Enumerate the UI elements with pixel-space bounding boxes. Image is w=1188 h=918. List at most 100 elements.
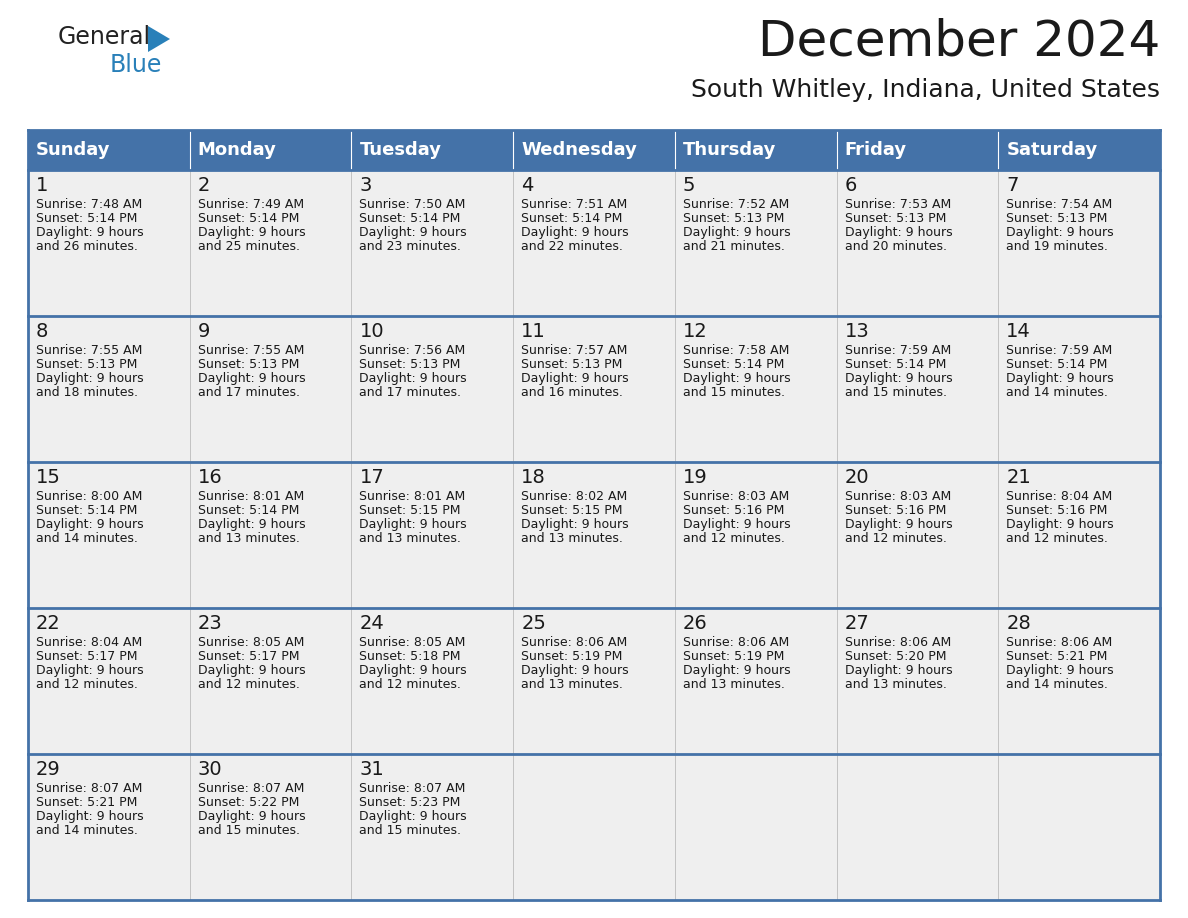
Text: and 13 minutes.: and 13 minutes. xyxy=(522,532,623,545)
Text: Daylight: 9 hours: Daylight: 9 hours xyxy=(522,373,628,386)
Text: and 15 minutes.: and 15 minutes. xyxy=(683,386,785,399)
Text: and 15 minutes.: and 15 minutes. xyxy=(360,824,461,837)
Text: Sunrise: 7:49 AM: Sunrise: 7:49 AM xyxy=(197,198,304,211)
Text: Sunrise: 8:06 AM: Sunrise: 8:06 AM xyxy=(683,636,789,649)
Bar xyxy=(352,608,513,754)
Text: Sunrise: 8:05 AM: Sunrise: 8:05 AM xyxy=(360,636,466,649)
Text: Wednesday: Wednesday xyxy=(522,141,637,159)
Text: Sunset: 5:14 PM: Sunset: 5:14 PM xyxy=(197,504,299,518)
Bar xyxy=(513,316,675,462)
Text: 23: 23 xyxy=(197,614,222,633)
Text: 27: 27 xyxy=(845,614,870,633)
Polygon shape xyxy=(148,26,170,52)
Text: and 13 minutes.: and 13 minutes. xyxy=(360,532,461,545)
Text: Daylight: 9 hours: Daylight: 9 hours xyxy=(360,665,467,677)
Text: Sunset: 5:14 PM: Sunset: 5:14 PM xyxy=(683,358,784,372)
Text: Daylight: 9 hours: Daylight: 9 hours xyxy=(197,519,305,532)
Bar xyxy=(675,170,836,316)
Bar xyxy=(352,462,513,608)
Text: Sunrise: 7:57 AM: Sunrise: 7:57 AM xyxy=(522,344,627,357)
Text: 20: 20 xyxy=(845,468,870,487)
Bar xyxy=(836,754,998,900)
Text: Sunrise: 7:50 AM: Sunrise: 7:50 AM xyxy=(360,198,466,211)
Text: and 21 minutes.: and 21 minutes. xyxy=(683,241,785,253)
Text: Daylight: 9 hours: Daylight: 9 hours xyxy=(1006,519,1114,532)
Text: and 12 minutes.: and 12 minutes. xyxy=(360,678,461,691)
Bar xyxy=(190,608,352,754)
Bar xyxy=(836,316,998,462)
Bar xyxy=(836,170,998,316)
Text: Sunrise: 7:59 AM: Sunrise: 7:59 AM xyxy=(1006,344,1112,357)
Text: Daylight: 9 hours: Daylight: 9 hours xyxy=(683,665,790,677)
Text: Daylight: 9 hours: Daylight: 9 hours xyxy=(522,665,628,677)
Text: and 15 minutes.: and 15 minutes. xyxy=(197,824,299,837)
Bar xyxy=(513,754,675,900)
Text: 4: 4 xyxy=(522,176,533,195)
Text: Daylight: 9 hours: Daylight: 9 hours xyxy=(1006,227,1114,240)
Text: 9: 9 xyxy=(197,322,210,341)
Text: 2: 2 xyxy=(197,176,210,195)
Text: Sunrise: 8:06 AM: Sunrise: 8:06 AM xyxy=(522,636,627,649)
Bar xyxy=(998,170,1159,316)
Text: Sunset: 5:14 PM: Sunset: 5:14 PM xyxy=(845,358,946,372)
Text: Sunset: 5:14 PM: Sunset: 5:14 PM xyxy=(36,212,138,225)
Text: Sunrise: 8:03 AM: Sunrise: 8:03 AM xyxy=(683,490,789,503)
Bar xyxy=(352,130,513,170)
Text: 29: 29 xyxy=(36,760,61,779)
Text: Sunset: 5:16 PM: Sunset: 5:16 PM xyxy=(683,504,784,518)
Text: Sunset: 5:15 PM: Sunset: 5:15 PM xyxy=(522,504,623,518)
Text: Daylight: 9 hours: Daylight: 9 hours xyxy=(360,519,467,532)
Text: Sunset: 5:17 PM: Sunset: 5:17 PM xyxy=(36,650,138,664)
Bar xyxy=(998,754,1159,900)
Text: Sunset: 5:19 PM: Sunset: 5:19 PM xyxy=(683,650,784,664)
Text: Sunrise: 7:53 AM: Sunrise: 7:53 AM xyxy=(845,198,950,211)
Bar xyxy=(190,170,352,316)
Text: Tuesday: Tuesday xyxy=(360,141,442,159)
Text: Sunset: 5:21 PM: Sunset: 5:21 PM xyxy=(36,796,138,810)
Text: 17: 17 xyxy=(360,468,384,487)
Text: 11: 11 xyxy=(522,322,546,341)
Text: Daylight: 9 hours: Daylight: 9 hours xyxy=(36,519,144,532)
Text: Daylight: 9 hours: Daylight: 9 hours xyxy=(36,373,144,386)
Text: Daylight: 9 hours: Daylight: 9 hours xyxy=(522,227,628,240)
Text: 13: 13 xyxy=(845,322,870,341)
Bar xyxy=(29,316,190,462)
Text: and 17 minutes.: and 17 minutes. xyxy=(197,386,299,399)
Bar xyxy=(675,608,836,754)
Text: Sunset: 5:23 PM: Sunset: 5:23 PM xyxy=(360,796,461,810)
Text: and 12 minutes.: and 12 minutes. xyxy=(683,532,785,545)
Text: South Whitley, Indiana, United States: South Whitley, Indiana, United States xyxy=(691,78,1159,102)
Text: Sunset: 5:19 PM: Sunset: 5:19 PM xyxy=(522,650,623,664)
Text: and 14 minutes.: and 14 minutes. xyxy=(36,824,138,837)
Bar xyxy=(190,130,352,170)
Text: and 13 minutes.: and 13 minutes. xyxy=(845,678,947,691)
Text: Sunset: 5:21 PM: Sunset: 5:21 PM xyxy=(1006,650,1107,664)
Text: and 12 minutes.: and 12 minutes. xyxy=(845,532,947,545)
Text: and 22 minutes.: and 22 minutes. xyxy=(522,241,623,253)
Text: Sunset: 5:13 PM: Sunset: 5:13 PM xyxy=(197,358,299,372)
Text: Daylight: 9 hours: Daylight: 9 hours xyxy=(360,811,467,823)
Text: and 26 minutes.: and 26 minutes. xyxy=(36,241,138,253)
Text: Daylight: 9 hours: Daylight: 9 hours xyxy=(683,519,790,532)
Text: 1: 1 xyxy=(36,176,49,195)
Text: Daylight: 9 hours: Daylight: 9 hours xyxy=(197,227,305,240)
Text: Sunset: 5:13 PM: Sunset: 5:13 PM xyxy=(1006,212,1107,225)
Text: 28: 28 xyxy=(1006,614,1031,633)
Text: Sunrise: 7:59 AM: Sunrise: 7:59 AM xyxy=(845,344,950,357)
Bar xyxy=(675,130,836,170)
Bar xyxy=(998,130,1159,170)
Bar xyxy=(352,170,513,316)
Text: 16: 16 xyxy=(197,468,222,487)
Text: Daylight: 9 hours: Daylight: 9 hours xyxy=(845,227,953,240)
Text: Sunrise: 8:02 AM: Sunrise: 8:02 AM xyxy=(522,490,627,503)
Text: Thursday: Thursday xyxy=(683,141,776,159)
Text: Sunset: 5:13 PM: Sunset: 5:13 PM xyxy=(845,212,946,225)
Bar xyxy=(190,754,352,900)
Text: Sunset: 5:14 PM: Sunset: 5:14 PM xyxy=(1006,358,1107,372)
Bar xyxy=(29,608,190,754)
Text: Sunset: 5:13 PM: Sunset: 5:13 PM xyxy=(360,358,461,372)
Text: and 14 minutes.: and 14 minutes. xyxy=(36,532,138,545)
Text: 12: 12 xyxy=(683,322,708,341)
Text: Sunrise: 8:03 AM: Sunrise: 8:03 AM xyxy=(845,490,950,503)
Bar xyxy=(836,130,998,170)
